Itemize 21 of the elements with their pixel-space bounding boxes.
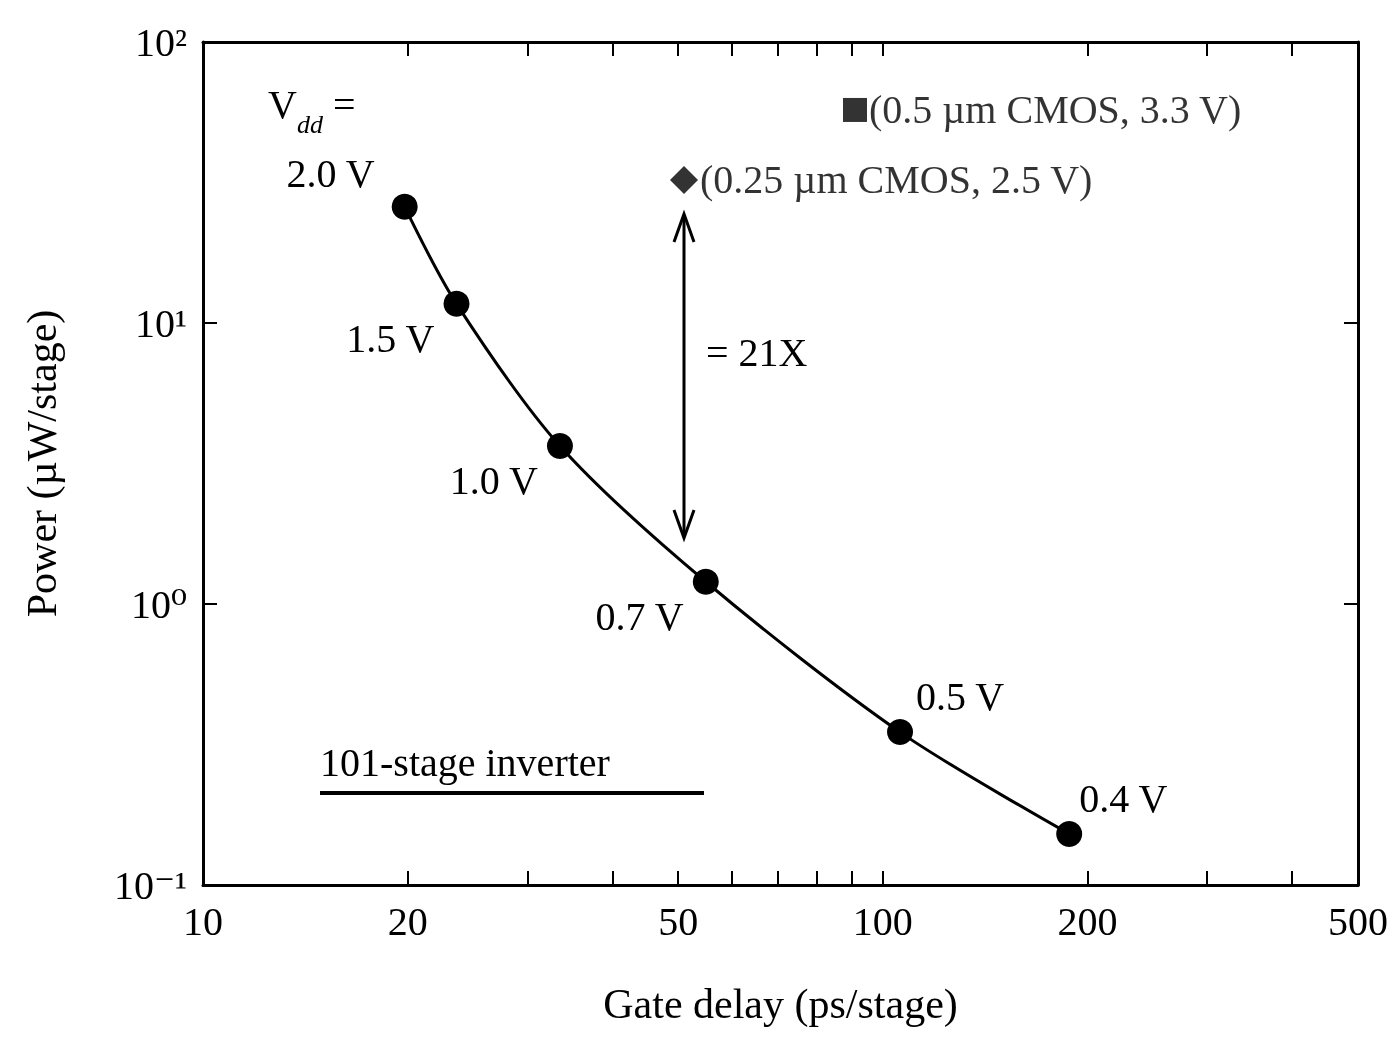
series-label: (0.25 µm CMOS, 2.5 V) [700,157,1093,203]
y-tick-label: 10⁰ [130,581,187,627]
legend-label: (0.5 µm CMOS, 3.3 V) [868,87,1242,133]
y-tick-label: 10² [135,19,187,65]
annotation: 1.0 V [449,458,539,503]
annotation: 101-stage inverter [320,740,610,785]
x-axis-title: Gate delay (ps/stage) [603,981,958,1028]
annotation: 0.5 V [916,674,1005,720]
annotation: 0.7 V [595,593,684,639]
annotation: 2.0 V [286,150,375,196]
annotation: = 21X [706,330,808,375]
x-tick-label: 20 [387,898,428,944]
annotation: 1.5 V [346,315,435,361]
x-tick-label: 500 [1328,898,1388,944]
x-tick-label: 50 [658,898,699,944]
y-tick-label: 10¹ [135,300,187,346]
x-tick-label: 100 [852,898,913,944]
annotation: 0.4 V [1079,775,1168,821]
x-tick-label: 200 [1057,898,1118,944]
annotation: V$_{dd}$ = [268,82,356,139]
y-axis-title: Power (µW/stage) [19,309,66,618]
